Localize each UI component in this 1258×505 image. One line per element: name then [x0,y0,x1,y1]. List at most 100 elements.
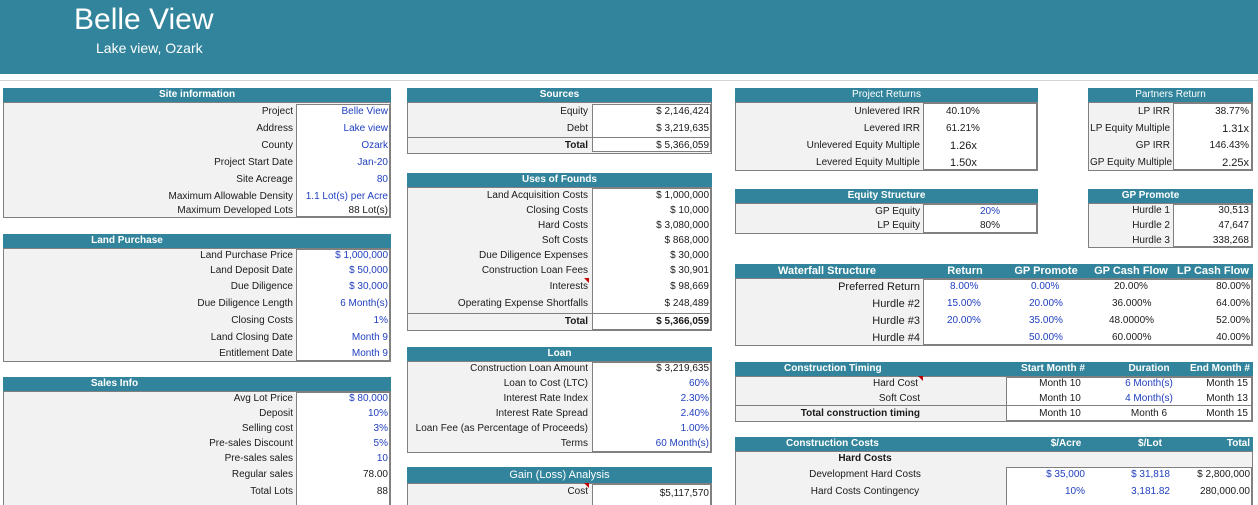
sales-value[interactable]: $ 80,000 [349,393,388,404]
returns-label: Levered IRR [863,123,920,134]
loan-label: Terms [560,438,588,449]
equity-structure-values-box [923,204,1037,233]
waterfall-gp-cf: 48.0000% [1109,315,1155,326]
timing-end: Month 13 [1206,393,1248,404]
waterfall-gp-cf: 20.00% [1114,281,1148,292]
land-value[interactable]: $ 30,000 [349,281,388,292]
land-value[interactable]: Month 9 [351,332,388,343]
site-label: Project Start Date [214,157,293,168]
timing-duration: Month 6 [1130,408,1168,419]
project-returns-header: Project Returns [735,88,1038,102]
timing-end: Month 15 [1206,408,1248,419]
site-value[interactable]: Ozark [361,140,388,151]
uses-label: Due Diligence Expenses [479,250,588,261]
site-value[interactable]: Belle View [341,106,388,117]
waterfall-return[interactable]: 8.00% [950,281,979,292]
waterfall-values-box [923,279,1252,345]
timing-duration[interactable]: 4 Month(s) [1125,393,1173,404]
comment-marker-icon[interactable] [584,278,589,283]
uses-value: $ 30,901 [670,265,709,276]
partners-value: 2.25x [1222,157,1249,169]
gain-label: Cost [567,486,588,497]
sales-value[interactable]: 10 [376,453,388,464]
waterfall-gp-promote[interactable]: 20.00% [1029,298,1063,309]
loan-label: Loan Fee (as Percentage of Proceeds) [415,423,588,434]
returns-value: 1.26x [950,140,977,152]
gain-header: Gain (Loss) Analysis [407,467,712,483]
costs-col-header: Total [1226,438,1250,449]
uses-label: Operating Expense Shortfalls [457,298,588,309]
partners-value: 38.77% [1215,106,1249,117]
waterfall-col-header: GP Promote [1014,265,1078,277]
site-value[interactable]: Lake view [343,123,388,134]
site-value[interactable]: 1.1 Lot(s) per Acre [305,191,388,202]
costs-values-box [1006,467,1252,505]
gain-values-box [592,484,711,505]
land-value[interactable]: 1% [373,315,388,326]
promote-value: 30,513 [1218,205,1249,216]
uses-value: $ 10,000 [670,205,709,216]
uses-value: $ 1,000,000 [656,190,709,201]
page-title: Belle View [74,3,214,36]
comment-marker-icon[interactable] [584,483,589,488]
equity-value[interactable]: 20% [979,206,1000,217]
sales-value[interactable]: 3% [373,423,388,434]
sales-label: Selling cost [241,423,293,434]
waterfall-gp-promote[interactable]: 50.00% [1029,332,1063,343]
equity-label: GP Equity [875,206,920,217]
uses-value: $ 248,489 [664,298,710,309]
timing-start: Month 10 [1039,408,1081,419]
sales-value[interactable]: 10% [367,408,388,419]
waterfall-col-header: GP Cash Flow [1094,265,1168,277]
sources-total-value: $ 5,366,059 [656,140,709,151]
loan-value[interactable]: 1.00% [680,423,709,434]
sales-value: 78.00 [362,469,388,480]
waterfall-lp-cf: 64.00% [1216,298,1250,309]
costs-acre[interactable]: $ 35,000 [1046,469,1085,480]
timing-col-header: End Month # [1190,363,1250,374]
sources-label: Debt [566,123,588,134]
uses-values-box [592,188,711,330]
site-label: County [261,140,293,151]
site-label: Address [256,123,293,134]
loan-label: Construction Loan Amount [470,363,588,374]
land-label: Land Deposit Date [210,265,293,276]
sales-label: Regular sales [231,469,293,480]
costs-label: Development Hard Costs [809,469,921,480]
loan-value[interactable]: 60% [688,378,709,389]
costs-acre[interactable]: 10% [1064,486,1085,497]
equity-value: 80% [979,220,1000,231]
land-value[interactable]: Month 9 [351,348,388,359]
land-value[interactable]: 6 Month(s) [340,298,388,309]
land-label: Land Purchase Price [200,250,293,261]
waterfall-return[interactable]: 20.00% [947,315,981,326]
timing-total-line [736,405,1252,406]
land-value[interactable]: $ 1,000,000 [335,250,388,261]
land-value[interactable]: $ 50,000 [349,265,388,276]
partners-label: LP Equity Multiple [1090,123,1170,134]
waterfall-gp-promote[interactable]: 35.00% [1029,315,1063,326]
waterfall-gp-cf: 60.000% [1112,332,1152,343]
waterfall-label: Preferred Return [838,281,920,293]
sales-value[interactable]: 5% [373,438,388,449]
uses-label: Soft Costs [541,235,588,246]
loan-value[interactable]: 2.40% [680,408,709,419]
loan-value[interactable]: 60 Month(s) [655,438,709,449]
loan-label: Loan to Cost (LTC) [503,378,588,389]
timing-values-box [1006,377,1252,421]
site-value[interactable]: 80 [376,174,388,185]
waterfall-return[interactable]: 15.00% [947,298,981,309]
returns-value: 61.21% [946,123,980,134]
site-info-header: Site information [3,88,391,102]
costs-lot: $ 31,818 [1131,469,1170,480]
land-purchase-values-box [296,249,390,361]
loan-label: Interest Rate Spread [495,408,588,419]
waterfall-lp-cf: 80.00% [1216,281,1250,292]
timing-duration[interactable]: 6 Month(s) [1125,378,1173,389]
loan-value[interactable]: 2.30% [680,393,709,404]
page-subtitle: Lake view, Ozark [96,40,203,56]
site-value[interactable]: Jan-20 [357,157,388,168]
site-value: 88 Lot(s) [348,205,388,216]
waterfall-gp-promote[interactable]: 0.00% [1031,281,1060,292]
comment-marker-icon[interactable] [918,376,923,381]
